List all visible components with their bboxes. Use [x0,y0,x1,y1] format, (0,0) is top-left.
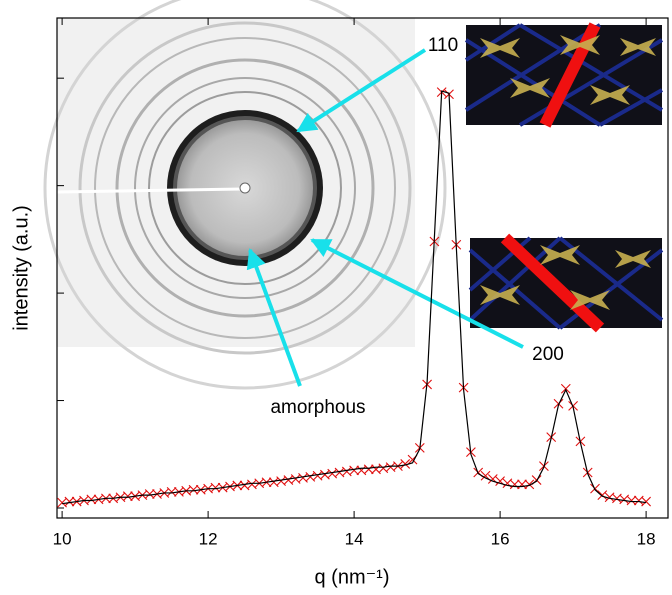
x-tick-label: 12 [199,529,218,548]
x-tick-label: 16 [491,529,510,548]
annotation: amorphous [270,397,365,418]
data-point [597,490,608,501]
data-point [363,464,374,475]
data-point [144,489,155,499]
data-point [524,479,535,490]
x-tick-label: 18 [637,529,656,548]
data-point [188,484,199,495]
crystal-inset [468,233,664,333]
data-point [64,496,75,507]
data-point [400,459,411,469]
x-tick-label: 14 [345,529,364,548]
annotation: 200 [532,344,564,365]
data-point [349,465,359,476]
crystal-inset [464,22,664,128]
data-point [166,486,177,497]
x-axis-label: q (nm⁻¹) [315,566,390,588]
diffraction-image [43,0,447,390]
arrows [246,48,524,387]
x-tick-label: 10 [53,529,72,548]
data-point [626,495,637,506]
data-point [641,496,651,507]
data-point [122,491,133,502]
data-point [210,482,221,493]
y-axis-label: intensity (a.u.) [10,205,32,331]
fit-line [62,90,647,505]
data-point [509,479,520,490]
plot-frame [56,17,669,519]
annotation: 110 [428,35,458,56]
data-point [86,494,97,505]
data-point [517,479,527,490]
